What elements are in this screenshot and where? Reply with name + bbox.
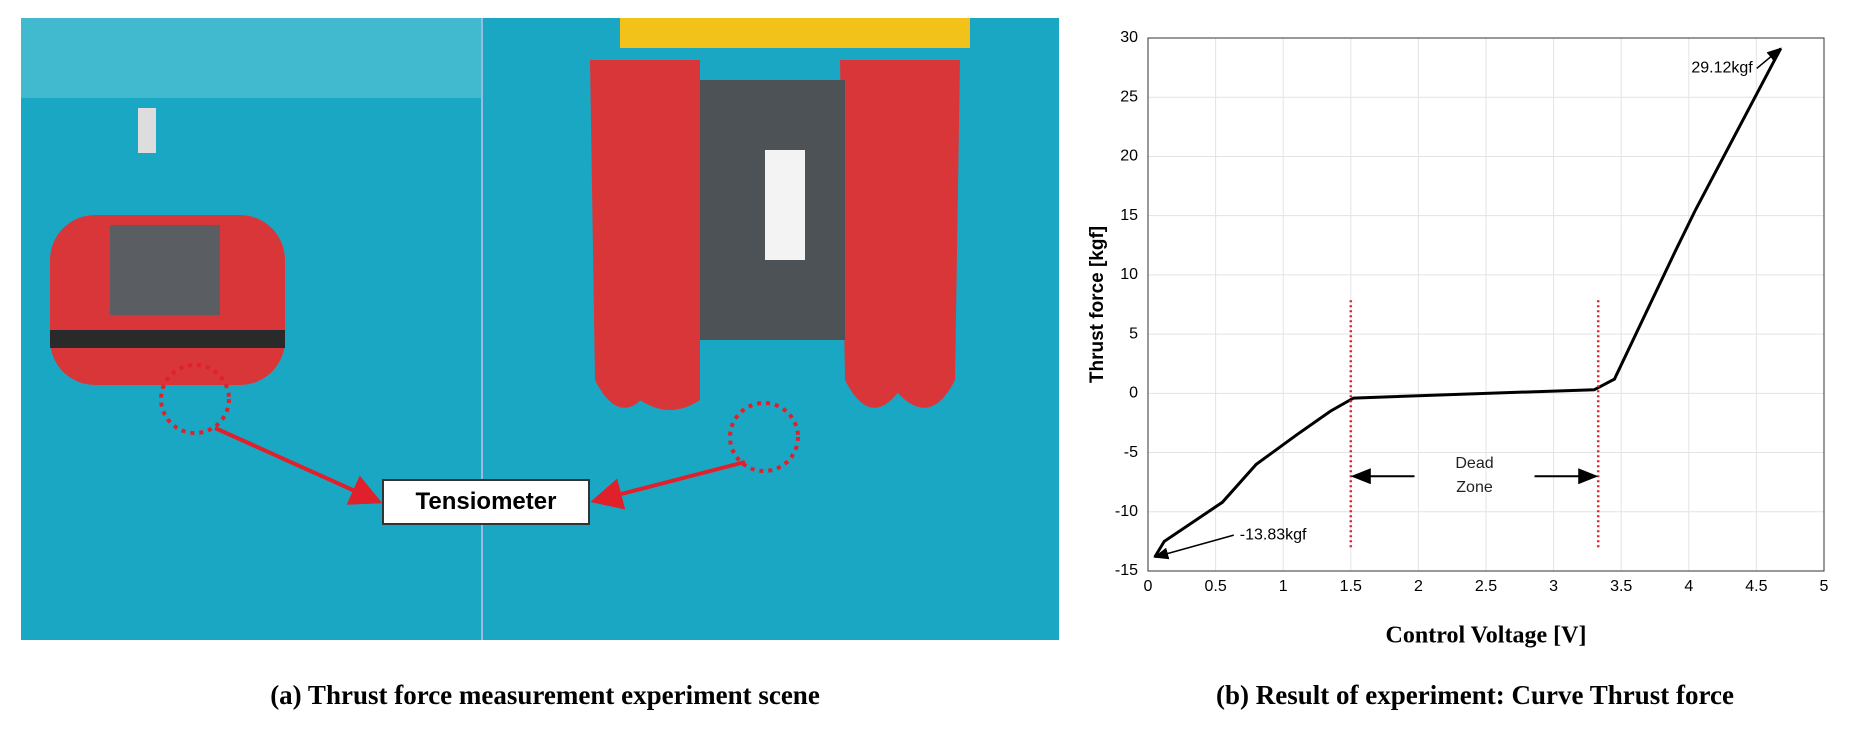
mast: [138, 108, 156, 153]
x-tick-label: 2.5: [1475, 578, 1497, 595]
plot-frame: [1147, 37, 1825, 572]
x-tick-label: 1: [1279, 578, 1288, 595]
marker-circle: [159, 363, 231, 435]
y-tick-label: -10: [1115, 503, 1138, 520]
y-tick-label: 20: [1120, 148, 1138, 165]
label-box: Tensiometer: [382, 479, 590, 525]
motor: [110, 225, 220, 315]
y-axis-label: Thrust force [kgf]: [1087, 226, 1108, 383]
annotation-arrow: [1756, 47, 1782, 69]
x-tick-label: 4.5: [1745, 578, 1767, 595]
y-tick-label: 30: [1120, 29, 1138, 46]
box: [765, 150, 805, 260]
line: [1153, 47, 1783, 558]
chart: 0 0.5 1 1.5 2 2.5 3 3.5 4 4.5 5 -15 -10 -5 0 5 10 15 20 25 3…: [1087, 29, 1829, 649]
x-axis-label: Control Voltage [V]: [1386, 623, 1587, 649]
y-tick-label: 10: [1120, 266, 1138, 283]
x-tick-label: 3: [1549, 578, 1558, 595]
photo: [21, 18, 1059, 640]
wall: [21, 18, 481, 98]
marker-circle: [728, 401, 800, 473]
y-tick-label: -15: [1115, 562, 1138, 579]
annotation: -13.83kgf: [1240, 526, 1307, 543]
x-tick-label: 0: [1144, 578, 1153, 595]
boat-band: [50, 330, 285, 348]
annotation: 29.12kgf: [1691, 60, 1753, 77]
x-tick-label: 1.5: [1340, 578, 1362, 595]
arrow: [214, 426, 383, 505]
y-tick-label: 25: [1120, 88, 1138, 105]
y-tick-label: 5: [1129, 325, 1138, 342]
boat: [840, 60, 960, 408]
y-tick-label: 15: [1120, 207, 1138, 224]
x-tick-label: 2: [1414, 578, 1423, 595]
x-tick-label: 0.5: [1204, 578, 1226, 595]
annotation: Dead Zone: [1455, 455, 1494, 497]
x-tick-label: 3.5: [1610, 578, 1632, 595]
arrow: [590, 460, 746, 510]
caption: (b) Result of experiment: Curve Thrust f…: [1216, 680, 1734, 710]
x-tick-label: 5: [1820, 578, 1829, 595]
annotation-arrow: [1153, 534, 1234, 560]
y-tick-label: -5: [1124, 444, 1138, 461]
frame: [620, 18, 970, 48]
y-tick-label: 0: [1129, 385, 1138, 402]
boat: [590, 60, 700, 410]
caption: (a) Thrust force measurement experiment …: [270, 680, 820, 710]
x-tick-label: 4: [1684, 578, 1693, 595]
